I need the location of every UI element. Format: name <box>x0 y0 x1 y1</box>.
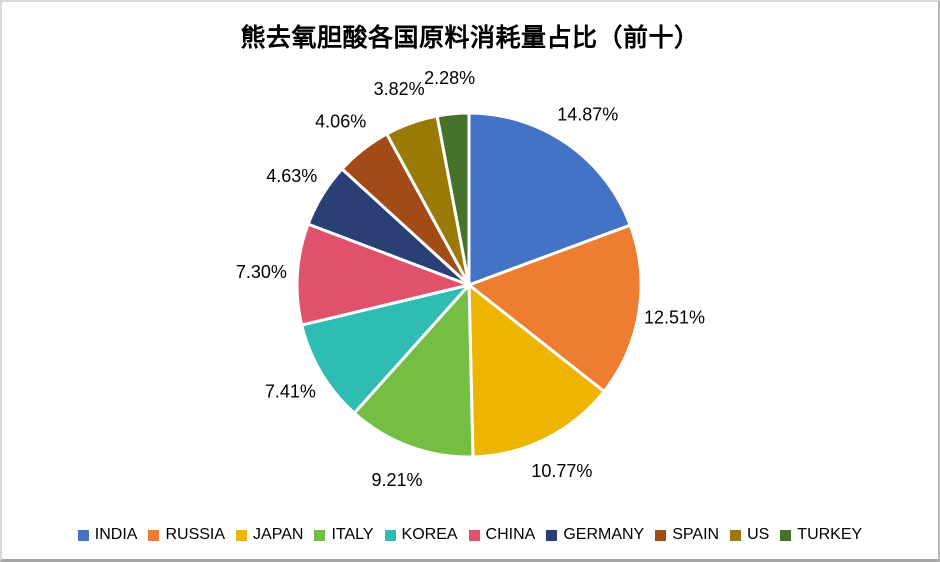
data-label-china: 7.30% <box>236 262 287 282</box>
pie-slice-japan[interactable] <box>467 283 606 459</box>
legend-item-japan[interactable]: JAPAN <box>236 526 303 544</box>
pie-slice-china[interactable] <box>295 222 471 327</box>
pie-slice-india[interactable] <box>467 111 632 287</box>
legend-swatch-italy <box>314 529 326 541</box>
legend-label-russia: RUSSIA <box>165 526 226 543</box>
data-label-italy: 9.21% <box>371 470 422 490</box>
legend-item-russia[interactable]: RUSSIA <box>148 526 225 544</box>
legend-swatch-us <box>730 529 742 541</box>
data-label-india: 14.87% <box>557 104 618 124</box>
data-label-japan: 10.77% <box>531 461 592 481</box>
data-label-germany: 4.63% <box>266 166 317 186</box>
legend-item-us[interactable]: US <box>730 526 769 544</box>
data-label-spain: 4.06% <box>315 111 366 131</box>
legend-swatch-germany <box>546 529 558 541</box>
legend-item-germany[interactable]: GERMANY <box>546 526 644 544</box>
legend-swatch-india <box>77 529 89 541</box>
legend-label-japan: JAPAN <box>253 526 304 543</box>
legend-item-spain[interactable]: SPAIN <box>655 526 719 544</box>
legend-swatch-russia <box>148 529 160 541</box>
legend-label-china: CHINA <box>485 526 536 543</box>
legend-item-italy[interactable]: ITALY <box>314 526 374 544</box>
data-label-turkey: 2.28% <box>424 68 475 88</box>
legend-label-spain: SPAIN <box>672 526 720 543</box>
data-label-us: 3.82% <box>374 79 425 99</box>
legend-item-india[interactable]: INDIA <box>77 526 138 544</box>
legend-label-korea: KOREA <box>401 526 458 543</box>
legend-label-germany: GERMANY <box>563 526 645 543</box>
pie-slice-italy[interactable] <box>352 283 475 459</box>
data-label-korea: 7.41% <box>265 382 316 402</box>
data-label-russia: 12.51% <box>644 307 705 327</box>
legend-label-turkey: TURKEY <box>797 526 863 543</box>
legend-swatch-turkey <box>780 529 792 541</box>
legend: INDIA RUSSIA JAPAN ITALY KOREA CHINA GERMANY SP… <box>2 526 938 544</box>
legend-item-korea[interactable]: KOREA <box>384 526 458 544</box>
legend-swatch-japan <box>236 529 248 541</box>
legend-item-china[interactable]: CHINA <box>468 526 536 544</box>
pie-slice-russia[interactable] <box>467 223 643 393</box>
legend-item-turkey[interactable]: TURKEY <box>780 526 862 544</box>
legend-label-italy: ITALY <box>331 526 374 543</box>
legend-swatch-china <box>468 529 480 541</box>
chart-title: 熊去氧胆酸各国原料消耗量占比（前十） <box>240 24 700 52</box>
legend-label-us: US <box>747 526 770 543</box>
legend-label-india: INDIA <box>94 526 138 543</box>
legend-swatch-spain <box>655 529 667 541</box>
pie-slice-turkey[interactable] <box>435 111 471 287</box>
pie-slice-korea[interactable] <box>300 283 471 415</box>
legend-swatch-korea <box>384 529 396 541</box>
